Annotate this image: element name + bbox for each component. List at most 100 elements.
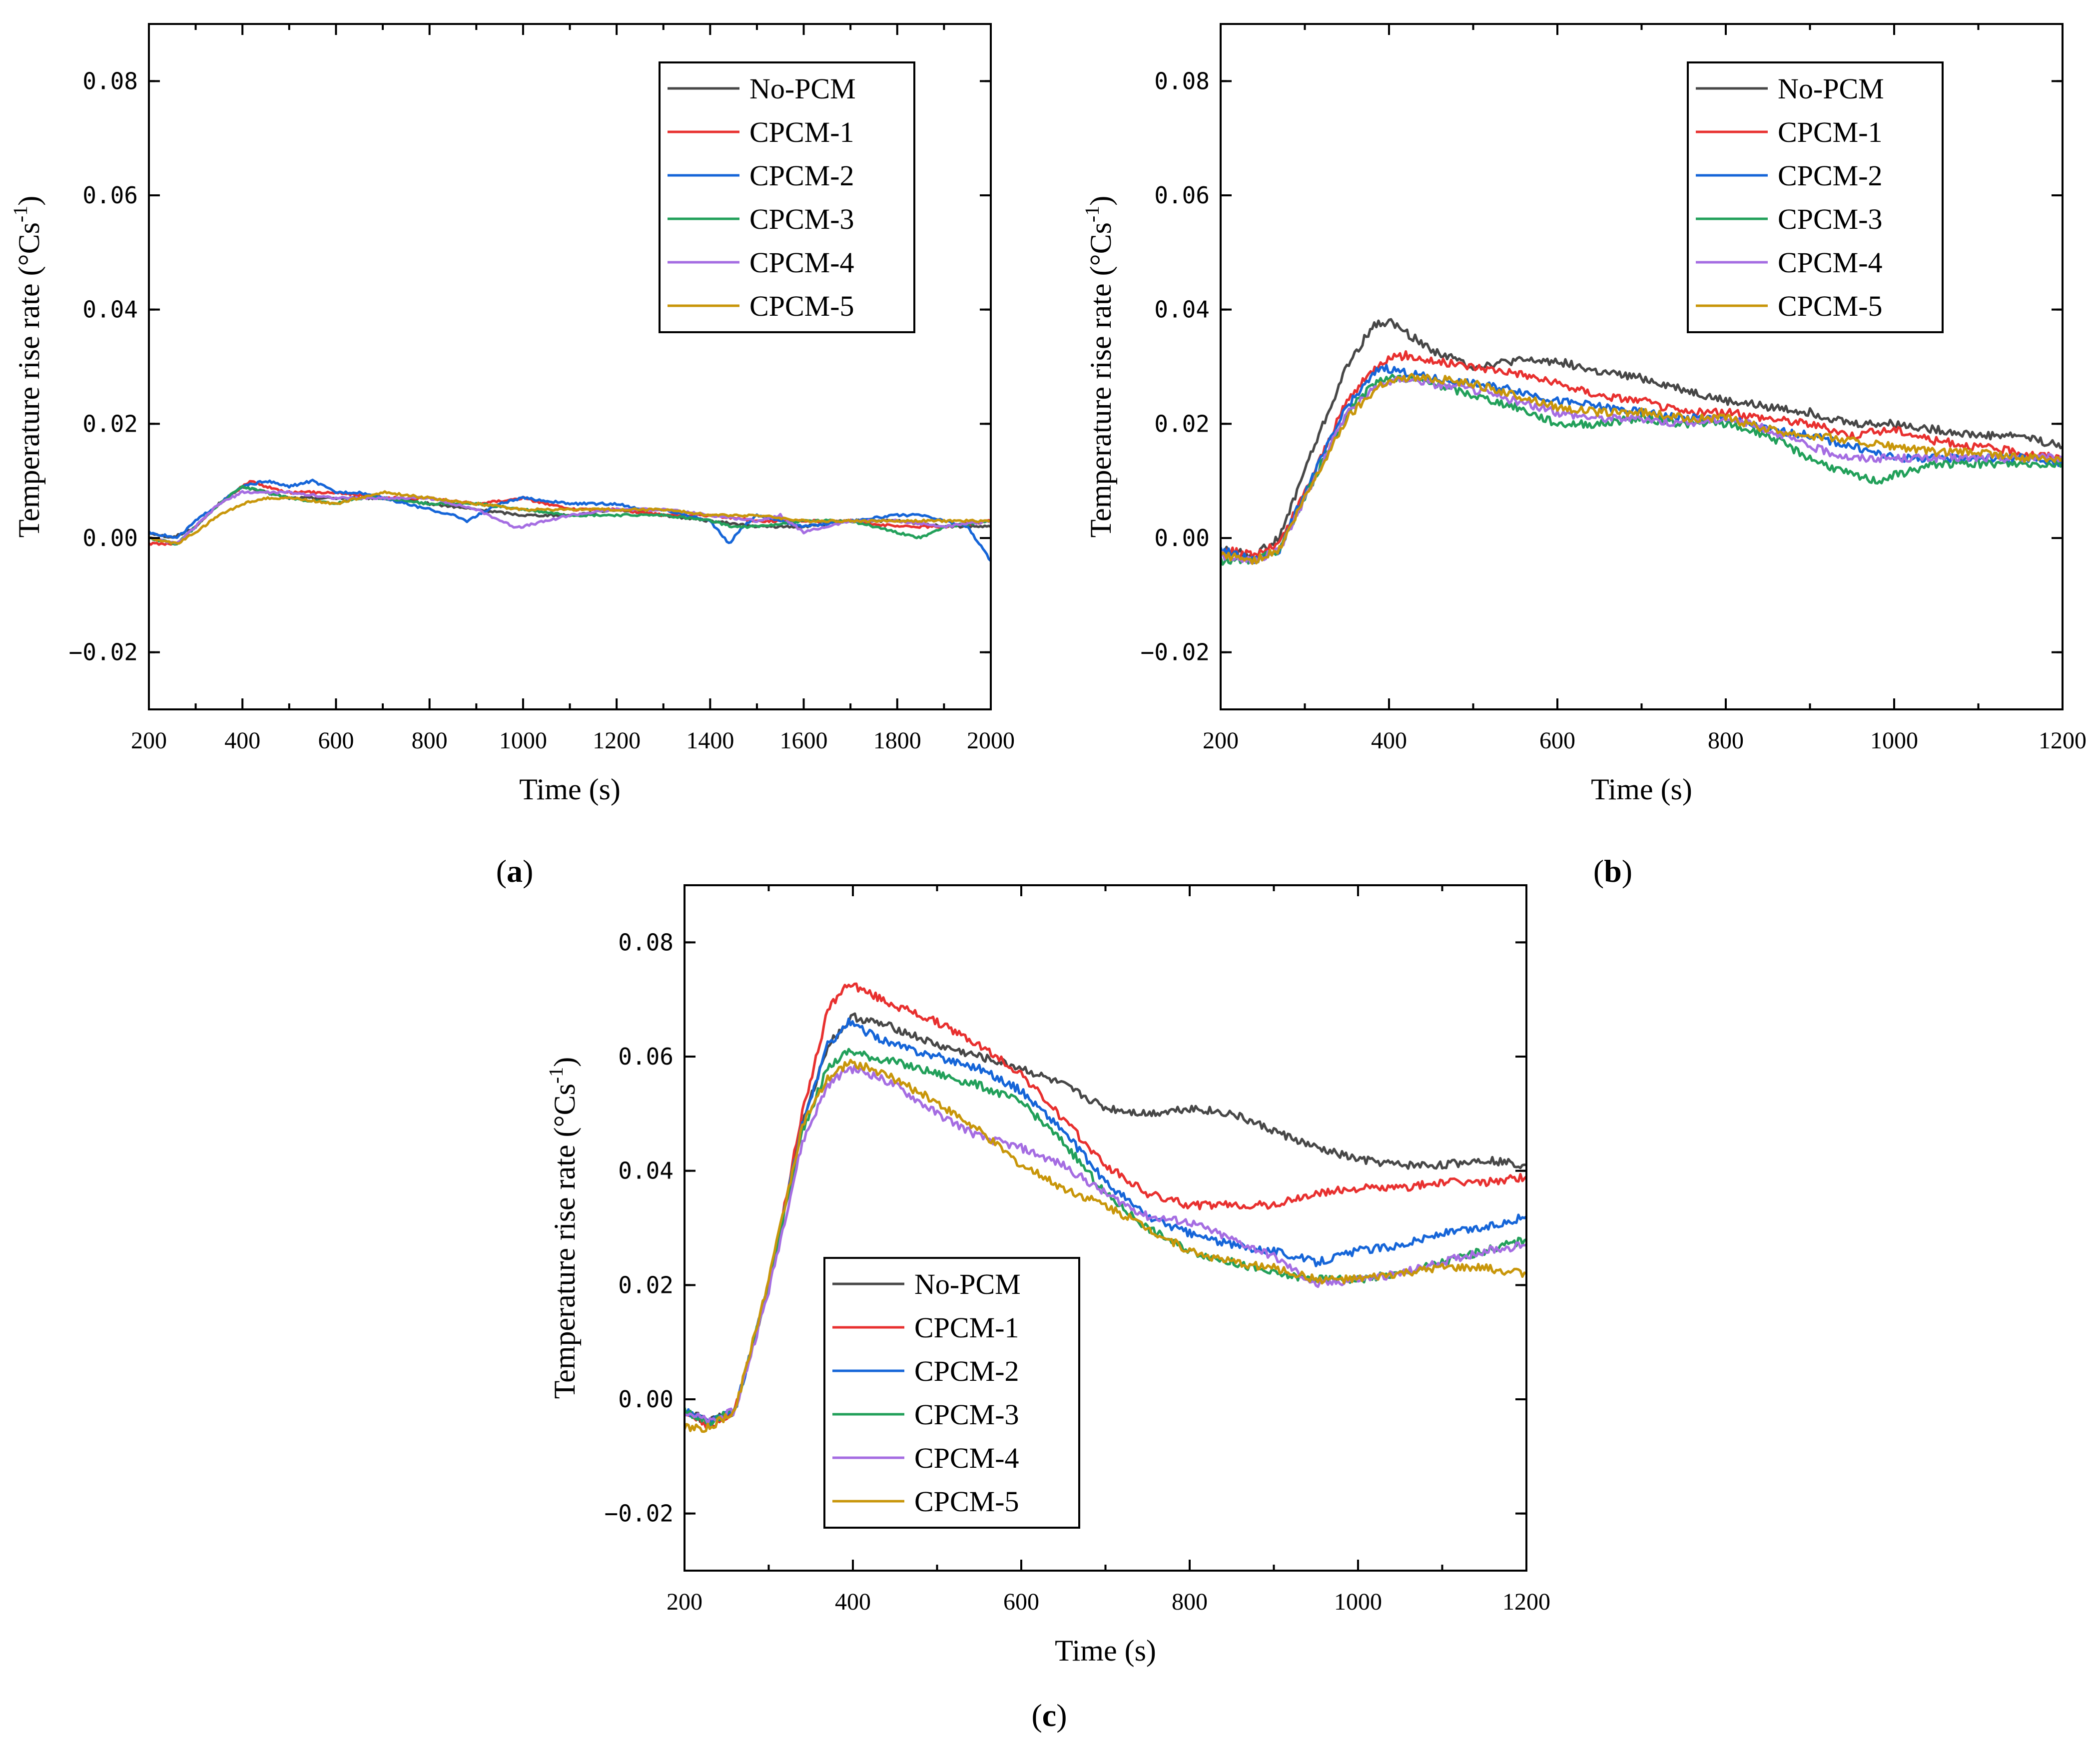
- x-tick-label: 1600: [780, 727, 828, 754]
- y-tick-label: 0.00: [82, 525, 138, 552]
- x-tick-label: 400: [835, 1589, 871, 1615]
- y-tick-label: 0.00: [1154, 525, 1210, 552]
- x-tick-label: 800: [1708, 727, 1744, 754]
- y-tick-label: 0.00: [618, 1386, 674, 1413]
- panel-label-open: (: [496, 853, 507, 889]
- panel-a: 200 400 600 800 1000 1200 1400 1600 1800 2000 −0.0…: [9, 23, 1015, 889]
- legend-box: [659, 61, 915, 333]
- series-line-cpcm-3: [685, 1048, 1526, 1426]
- y-axis-title-main: Temperature rise rate (°Cs: [548, 1084, 581, 1399]
- y-axis-title-main: Temperature rise rate (°Cs: [12, 222, 45, 538]
- x-tick-label: 1000: [499, 727, 547, 754]
- legend-label-cpcm-4: CPCM-4: [749, 246, 854, 279]
- series-line-cpcm-4: [1221, 375, 2063, 564]
- x-tick-label: 1200: [1502, 1589, 1550, 1615]
- y-tick-label: −0.02: [69, 639, 138, 666]
- y-tick-label: 0.04: [1154, 296, 1210, 323]
- panel-label: (b): [1593, 853, 1632, 889]
- legend-label-cpcm-1: CPCM-1: [914, 1311, 1019, 1344]
- x-tick-label: 1200: [2039, 727, 2087, 754]
- x-tick-label: 200: [1203, 727, 1239, 754]
- y-tick-label: 0.02: [1154, 410, 1210, 437]
- series-line-cpcm-5: [1221, 373, 2063, 565]
- x-tick-label: 200: [667, 1589, 702, 1615]
- x-tick-label: 1200: [593, 727, 641, 754]
- y-axis-title: Temperature rise rate (°Cs-1): [1081, 196, 1117, 538]
- legend-label-cpcm-4: CPCM-4: [914, 1442, 1019, 1474]
- legend-label-cpcm-3: CPCM-3: [749, 203, 854, 235]
- y-axis-title-sup: -1: [1081, 206, 1103, 222]
- y-axis-title-close: ): [548, 1057, 581, 1067]
- y-tick-label: 0.06: [82, 182, 138, 209]
- y-tick-label: 0.06: [1154, 182, 1210, 209]
- x-tick-label: 600: [1539, 727, 1575, 754]
- legend-label-cpcm-3: CPCM-3: [1778, 203, 1883, 235]
- y-tick-label: 0.02: [618, 1271, 674, 1298]
- legend: No-PCM CPCM-1 CPCM-2 CPCM-3 CPCM-4 CPCM-5: [1687, 61, 1944, 333]
- panel-b: 200 400 600 800 1000 1200 −0.02 0.00 0.02 0.04 0.0…: [1081, 23, 2087, 889]
- x-tick-label: 1400: [686, 727, 734, 754]
- y-axis-title-sup: -1: [9, 206, 31, 222]
- legend: No-PCM CPCM-1 CPCM-2 CPCM-3 CPCM-4 CPCM-5: [659, 61, 915, 333]
- panel-label-letter: c: [1042, 1698, 1056, 1733]
- legend-label-no-pcm: No-PCM: [914, 1268, 1021, 1300]
- x-tick-label: 600: [1003, 1589, 1039, 1615]
- y-tick-label: 0.08: [618, 929, 674, 956]
- y-tick-label: 0.08: [1154, 67, 1210, 94]
- legend-label-no-pcm: No-PCM: [749, 72, 856, 105]
- legend-label-cpcm-1: CPCM-1: [1778, 116, 1883, 148]
- legend-label-cpcm-5: CPCM-5: [1778, 290, 1883, 322]
- panel-label-close: ): [1056, 1698, 1067, 1733]
- panel-label-close: ): [1622, 853, 1632, 889]
- x-tick-label: 400: [224, 727, 260, 754]
- y-axis-title-close: ): [1084, 196, 1117, 206]
- series-line-no-pcm: [1221, 318, 2063, 560]
- legend-label-cpcm-4: CPCM-4: [1778, 246, 1883, 279]
- series-group: [1221, 318, 2063, 566]
- x-tick-label: 200: [131, 727, 167, 754]
- legend-label-cpcm-2: CPCM-2: [1778, 159, 1883, 192]
- y-tick-label: −0.02: [605, 1500, 674, 1527]
- plot-frame: [684, 884, 1527, 1572]
- x-tick-label: 2000: [967, 727, 1015, 754]
- x-tick-label: 800: [1172, 1589, 1208, 1615]
- legend-label-cpcm-3: CPCM-3: [914, 1398, 1019, 1431]
- series-line-cpcm-2: [685, 1017, 1526, 1427]
- y-tick-label: 0.08: [82, 67, 138, 94]
- series-line-cpcm-1: [149, 480, 991, 546]
- y-tick-label: 0.02: [82, 410, 138, 437]
- x-tick-label: 400: [1371, 727, 1407, 754]
- y-axis-title-sup: -1: [545, 1067, 567, 1084]
- series-line-cpcm-1: [685, 982, 1526, 1429]
- x-tick-label: 800: [412, 727, 448, 754]
- series-group: [685, 982, 1526, 1433]
- panel-label-letter: a: [507, 853, 523, 889]
- series-group: [149, 479, 991, 562]
- legend-box: [823, 1257, 1080, 1529]
- legend: No-PCM CPCM-1 CPCM-2 CPCM-3 CPCM-4 CPCM-5: [823, 1257, 1080, 1529]
- legend-label-cpcm-1: CPCM-1: [749, 116, 854, 148]
- legend-label-cpcm-2: CPCM-2: [914, 1355, 1019, 1387]
- y-axis-title-main: Temperature rise rate (°Cs: [1084, 222, 1117, 538]
- x-tick-label: 1000: [1870, 727, 1918, 754]
- panel-label: (a): [496, 853, 534, 889]
- x-tick-label: 1800: [873, 727, 921, 754]
- y-axis-title: Temperature rise rate (°Cs-1): [9, 196, 45, 538]
- legend-box: [1687, 61, 1944, 333]
- y-axis-title-close: ): [12, 196, 45, 206]
- legend-label-cpcm-5: CPCM-5: [914, 1485, 1019, 1518]
- x-axis-title: Time (s): [519, 773, 621, 806]
- panel-c: 200 400 600 800 1000 1200 −0.02 0.00 0.02 0.04 0.0…: [545, 884, 1550, 1733]
- y-tick-label: 0.04: [618, 1158, 674, 1184]
- series-line-cpcm-1: [1221, 350, 2063, 559]
- panel-label-close: ): [523, 853, 533, 889]
- panel-label: (c): [1031, 1698, 1067, 1733]
- y-tick-label: 0.06: [618, 1043, 674, 1070]
- legend-label-no-pcm: No-PCM: [1778, 72, 1884, 105]
- series-line-cpcm-5: [685, 1059, 1526, 1433]
- y-tick-label: −0.02: [1141, 639, 1210, 666]
- series-line-cpcm-4: [685, 1065, 1526, 1425]
- panel-label-letter: b: [1604, 853, 1622, 889]
- x-tick-label: 600: [318, 727, 354, 754]
